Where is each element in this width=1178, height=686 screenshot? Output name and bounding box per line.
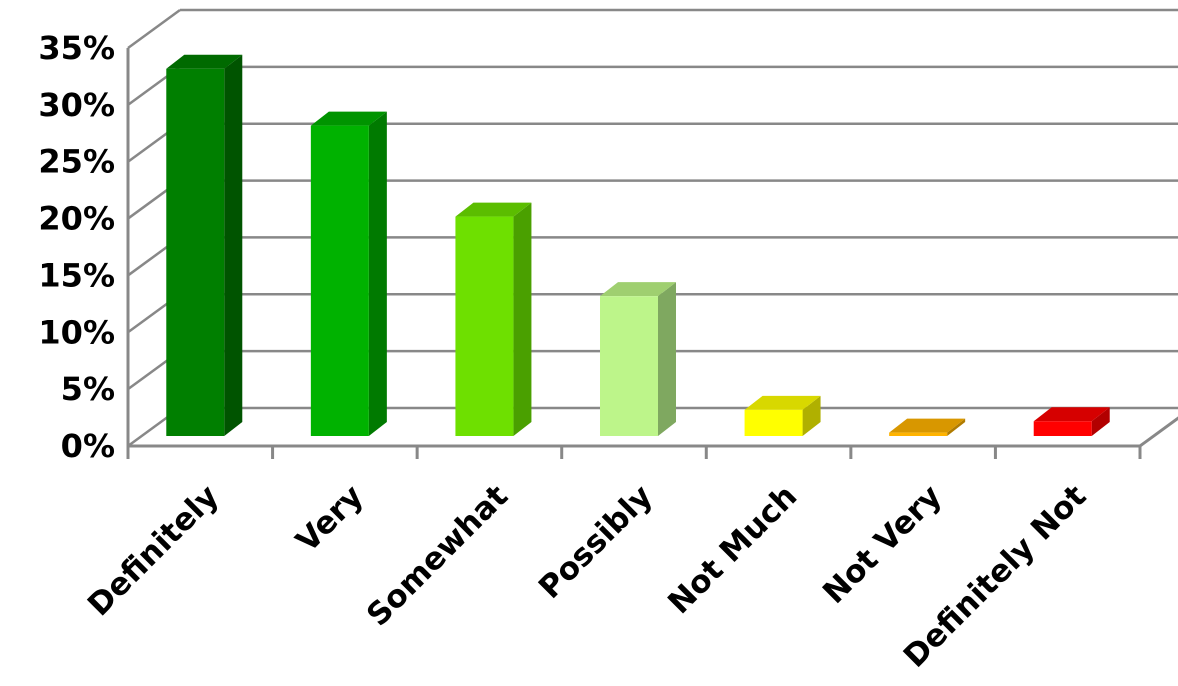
axes (126, 48, 1178, 459)
bar-top (310, 111, 387, 126)
y-tick-label: 0% (61, 427, 115, 465)
bar (744, 409, 803, 436)
bar-side (224, 54, 243, 436)
bar (600, 296, 658, 436)
y-tick-label: 30% (38, 86, 115, 124)
bar-side (368, 111, 387, 436)
bar-top (744, 395, 821, 410)
bar (455, 216, 514, 436)
bar-side (947, 418, 966, 436)
bar-side (513, 202, 532, 436)
bars (166, 54, 1110, 436)
x-category-label: Possibly (532, 478, 660, 606)
y-tick-label: 35% (38, 29, 115, 67)
gridline-side (127, 8, 181, 50)
floor-edge-line (1139, 416, 1178, 448)
bar-top (455, 202, 532, 217)
bar (889, 432, 948, 436)
x-category-label: Definitely (81, 478, 226, 623)
bar-side (1091, 407, 1110, 436)
bar-top (1033, 407, 1110, 422)
y-tick-label: 25% (38, 143, 115, 181)
bar (310, 125, 369, 436)
y-tick-label: 5% (61, 370, 115, 408)
bar-top (600, 282, 676, 297)
bar (1033, 421, 1092, 436)
bar (166, 68, 225, 436)
bar-side (802, 395, 821, 436)
bar-top (166, 54, 243, 69)
x-category-label: Somewhat (360, 478, 515, 633)
y-tick-label: 10% (38, 313, 115, 351)
bar-side (658, 282, 676, 436)
x-category-label: Very (289, 478, 370, 559)
y-tick-label: 15% (38, 256, 115, 294)
x-category-label: Not Much (661, 478, 804, 621)
bar-top (889, 418, 966, 433)
y-tick-label: 20% (38, 200, 115, 238)
x-category-label: Not Very (816, 478, 949, 611)
y-tick-labels: 0% 5% 10% 15% 20% 25% 30% 35% (38, 29, 115, 465)
